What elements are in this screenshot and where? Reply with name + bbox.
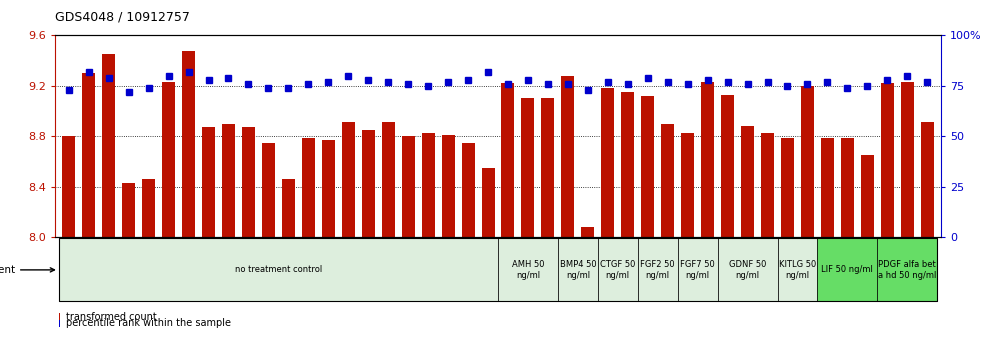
Bar (498, 238, 558, 302)
Bar (182, 51, 195, 237)
Bar (542, 98, 555, 237)
Bar (562, 76, 575, 237)
Bar (920, 122, 933, 237)
Bar (162, 82, 175, 237)
Bar (661, 124, 674, 237)
Text: KITLG 50
ng/ml: KITLG 50 ng/ml (779, 260, 816, 280)
Bar (142, 179, 155, 237)
Bar (59, 238, 498, 302)
Bar (342, 122, 355, 237)
Bar (63, 136, 76, 237)
Bar (781, 138, 794, 237)
Bar (322, 140, 335, 237)
Bar (861, 155, 873, 237)
Bar (362, 130, 374, 237)
Bar (818, 238, 877, 302)
Bar (741, 126, 754, 237)
Bar (582, 227, 595, 237)
Bar (900, 82, 913, 237)
Text: PDGF alfa bet
a hd 50 ng/ml: PDGF alfa bet a hd 50 ng/ml (878, 260, 936, 280)
Bar (821, 138, 834, 237)
Bar (522, 98, 535, 237)
Text: no treatment control: no treatment control (235, 266, 322, 274)
Text: BMP4 50
ng/ml: BMP4 50 ng/ml (560, 260, 597, 280)
Bar (801, 86, 814, 237)
Bar (677, 238, 717, 302)
Text: CTGF 50
ng/ml: CTGF 50 ng/ml (601, 260, 635, 280)
Bar (880, 83, 893, 237)
Bar (421, 132, 434, 237)
Text: agent: agent (0, 265, 55, 275)
Bar (602, 88, 615, 237)
Bar (778, 238, 818, 302)
Bar (841, 138, 854, 237)
Bar (701, 82, 714, 237)
Bar (202, 127, 215, 237)
Bar (242, 127, 255, 237)
Bar (123, 183, 135, 237)
Bar (721, 95, 734, 237)
Bar (717, 238, 778, 302)
Bar (641, 96, 654, 237)
Text: LIF 50 ng/ml: LIF 50 ng/ml (822, 266, 873, 274)
Text: GDNF 50
ng/ml: GDNF 50 ng/ml (729, 260, 766, 280)
Text: transformed count: transformed count (66, 312, 156, 322)
Text: FGF7 50
ng/ml: FGF7 50 ng/ml (680, 260, 715, 280)
Bar (302, 138, 315, 237)
Text: FGF2 50
ng/ml: FGF2 50 ng/ml (640, 260, 675, 280)
Text: percentile rank within the sample: percentile rank within the sample (66, 318, 231, 328)
Bar (637, 238, 677, 302)
Bar (877, 238, 937, 302)
Bar (262, 143, 275, 237)
Bar (461, 143, 474, 237)
Bar (381, 122, 394, 237)
Bar (282, 179, 295, 237)
Bar (441, 135, 454, 237)
Bar (558, 238, 598, 302)
Text: GDS4048 / 10912757: GDS4048 / 10912757 (55, 11, 189, 24)
Bar (103, 54, 116, 237)
Bar (681, 132, 694, 237)
Bar (401, 136, 414, 237)
Bar (622, 92, 634, 237)
Bar (761, 132, 774, 237)
Bar (222, 124, 235, 237)
Bar (83, 73, 96, 237)
Text: AMH 50
ng/ml: AMH 50 ng/ml (512, 260, 544, 280)
Bar (502, 83, 515, 237)
Bar (481, 168, 494, 237)
Bar (598, 238, 637, 302)
Bar (59, 238, 937, 302)
